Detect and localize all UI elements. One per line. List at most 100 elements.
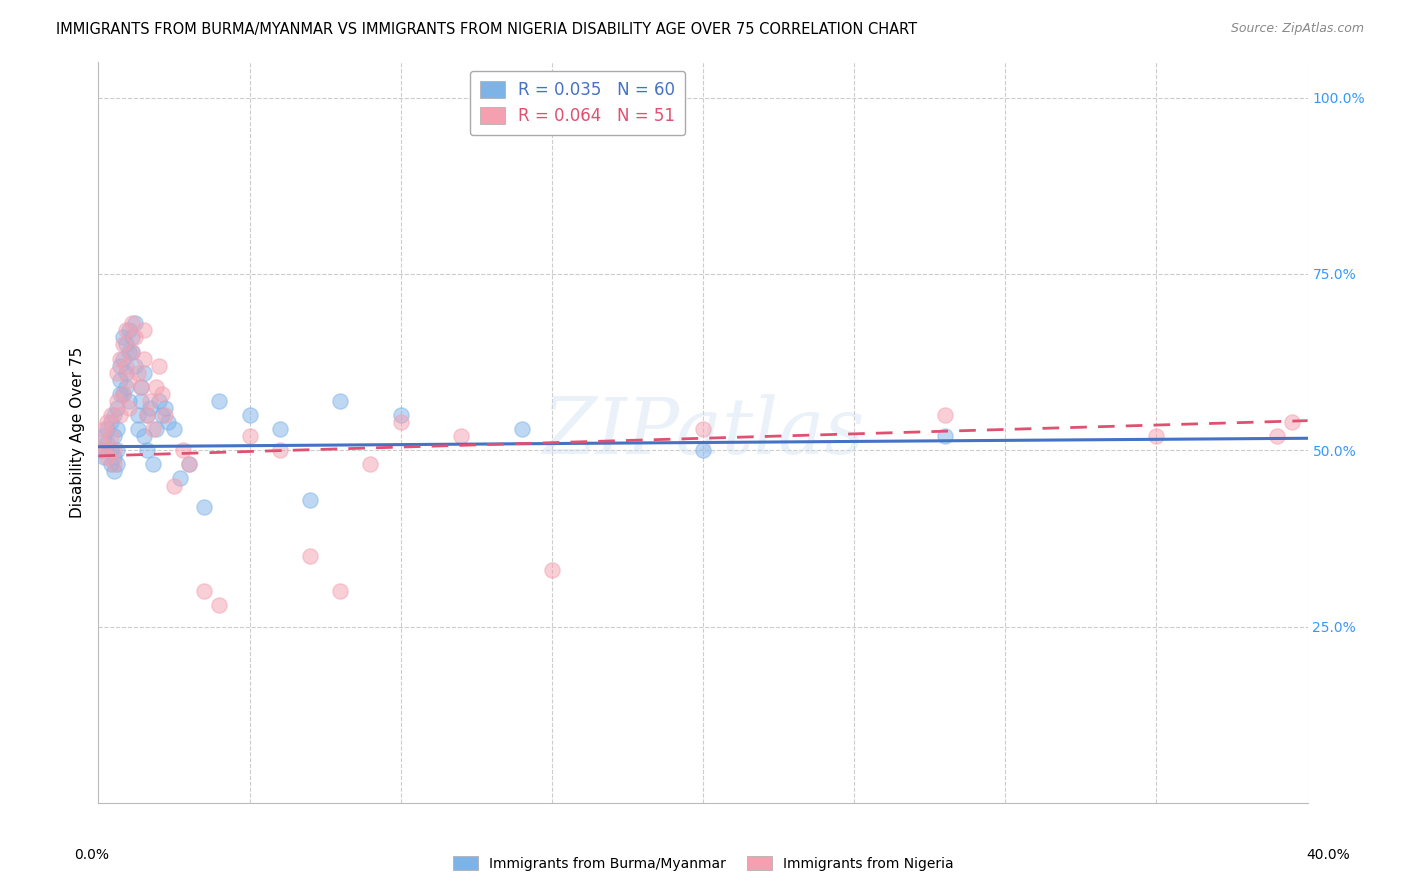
Text: IMMIGRANTS FROM BURMA/MYANMAR VS IMMIGRANTS FROM NIGERIA DISABILITY AGE OVER 75 : IMMIGRANTS FROM BURMA/MYANMAR VS IMMIGRA… <box>56 22 917 37</box>
Point <box>108 351 131 366</box>
Point <box>540 563 562 577</box>
Point <box>121 316 143 330</box>
Point <box>96 415 118 429</box>
Point <box>118 344 141 359</box>
Point <box>127 422 149 436</box>
Point <box>90 443 112 458</box>
Point <box>118 401 141 415</box>
Point <box>108 359 131 373</box>
Point <box>239 408 262 422</box>
Text: ZIPatlas: ZIPatlas <box>541 394 865 471</box>
Point <box>1267 429 1289 443</box>
Point <box>96 450 118 465</box>
Point <box>114 323 136 337</box>
Point <box>100 415 122 429</box>
Point <box>108 387 131 401</box>
Point <box>934 408 956 422</box>
Point <box>179 458 201 472</box>
Point <box>208 599 231 613</box>
Point <box>299 492 322 507</box>
Point <box>124 359 146 373</box>
Point <box>93 422 115 436</box>
Point <box>111 337 134 351</box>
Point <box>105 393 128 408</box>
Point <box>114 380 136 394</box>
Point <box>124 316 146 330</box>
Point <box>105 458 128 472</box>
Point <box>1144 429 1167 443</box>
Point <box>139 393 162 408</box>
Point <box>90 436 112 450</box>
Point <box>145 422 167 436</box>
Point <box>121 344 143 359</box>
Point <box>172 443 194 458</box>
Point <box>100 443 122 458</box>
Point <box>105 366 128 380</box>
Point <box>692 422 714 436</box>
Point <box>103 408 125 422</box>
Point <box>111 387 134 401</box>
Point <box>148 393 170 408</box>
Point <box>103 443 125 458</box>
Point <box>127 408 149 422</box>
Point <box>139 401 162 415</box>
Point <box>96 422 118 436</box>
Point <box>127 366 149 380</box>
Point <box>1281 415 1303 429</box>
Point <box>100 408 122 422</box>
Point <box>150 387 173 401</box>
Point <box>269 422 291 436</box>
Point <box>129 380 152 394</box>
Point <box>135 408 157 422</box>
Y-axis label: Disability Age Over 75: Disability Age Over 75 <box>70 347 86 518</box>
Point <box>121 330 143 344</box>
Point <box>114 337 136 351</box>
Point <box>111 351 134 366</box>
Point <box>114 366 136 380</box>
Point <box>118 323 141 337</box>
Point <box>692 443 714 458</box>
Point <box>118 393 141 408</box>
Text: 0.0%: 0.0% <box>75 847 108 862</box>
Point <box>148 359 170 373</box>
Point <box>93 443 115 458</box>
Point <box>179 458 201 472</box>
Point <box>145 380 167 394</box>
Point <box>103 458 125 472</box>
Point <box>111 330 134 344</box>
Point <box>103 429 125 443</box>
Point <box>100 458 122 472</box>
Point <box>124 330 146 344</box>
Text: 40.0%: 40.0% <box>1306 847 1351 862</box>
Point <box>93 429 115 443</box>
Point <box>96 436 118 450</box>
Point <box>114 359 136 373</box>
Point <box>132 429 155 443</box>
Point <box>193 584 215 599</box>
Point <box>299 549 322 563</box>
Point <box>142 458 165 472</box>
Point <box>103 464 125 478</box>
Point <box>269 443 291 458</box>
Point <box>103 450 125 465</box>
Point <box>389 408 412 422</box>
Point <box>111 387 134 401</box>
Point <box>360 458 382 472</box>
Point <box>129 393 152 408</box>
Point <box>156 415 179 429</box>
Legend: R = 0.035   N = 60, R = 0.064   N = 51: R = 0.035 N = 60, R = 0.064 N = 51 <box>470 70 685 136</box>
Point <box>132 323 155 337</box>
Point <box>105 422 128 436</box>
Point <box>129 380 152 394</box>
Point <box>132 351 155 366</box>
Point <box>934 429 956 443</box>
Point <box>163 478 186 492</box>
Point <box>105 401 128 415</box>
Point <box>108 373 131 387</box>
Point <box>193 500 215 514</box>
Legend: Immigrants from Burma/Myanmar, Immigrants from Nigeria: Immigrants from Burma/Myanmar, Immigrant… <box>447 850 959 876</box>
Point <box>153 401 176 415</box>
Point <box>108 408 131 422</box>
Point <box>135 443 157 458</box>
Point <box>150 408 173 422</box>
